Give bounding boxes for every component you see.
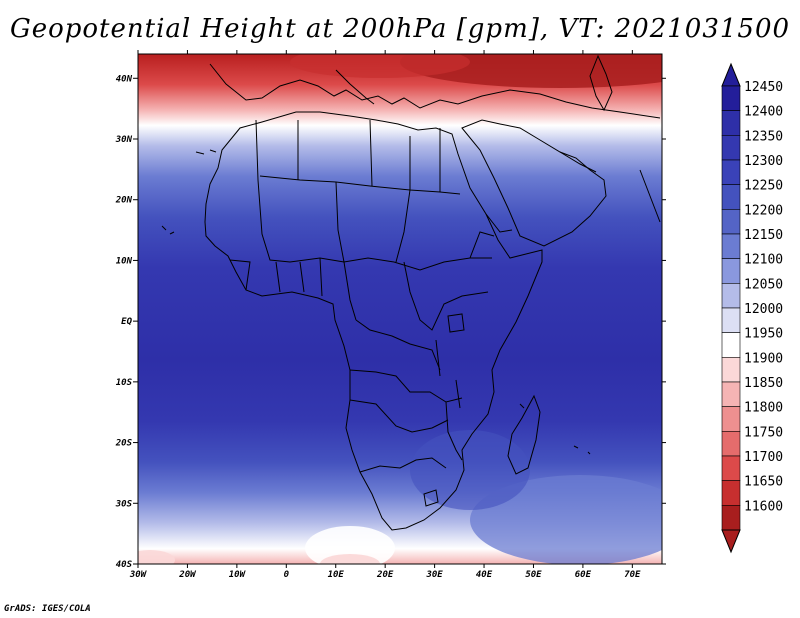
colorbar-label: 11950 [744,327,783,342]
border-line [355,319,441,371]
colorbar-swatch [721,283,741,309]
colorbar-swatch [721,209,741,235]
colorbar-label: 11850 [744,376,783,391]
border-line [229,257,323,297]
chart-title: Geopotential Height at 200hPa [gpm], VT:… [9,14,791,44]
comoros [519,403,525,409]
colorbar-swatch [721,135,741,161]
arabia-coastline [461,119,607,247]
lon-label: 20E [376,570,394,580]
colorbar-swatch [721,307,741,333]
colorbar-label: 11650 [744,475,783,490]
colorbar: 12450 12400 12350 12300 12250 12200 12150 12100… [721,62,783,554]
colorbar-label: 12050 [744,277,783,292]
lon-label: 10E [328,570,345,580]
lat-label: 20S [115,439,133,449]
colorbar-label: 12250 [744,179,783,194]
border-line [403,261,489,331]
lon-label: 50E [525,570,542,580]
colorbar-label: 11750 [744,425,783,440]
latitude-axis: 40N 30N 20N 10N EQ 10S 20S 30S 40S [115,74,666,570]
colorbar-swatch [721,455,741,481]
colorbar-label: 12350 [744,129,783,144]
lat-label: 30N [115,135,133,145]
coastlines [161,54,661,531]
india-coast [639,169,661,223]
mascarene [573,445,591,455]
height-field [138,54,662,564]
border-line [395,136,411,263]
lat-label: 40N [116,74,133,84]
colorbar-label: 12400 [744,105,783,120]
lat-label: 20N [115,196,133,206]
lon-label: 30E [425,570,443,580]
caspian-coast [589,54,613,112]
colorbar-label: 12100 [744,253,783,268]
europe-coastline [209,63,661,119]
lat-label: 30S [115,499,133,509]
colorbar-label: 11900 [744,351,783,366]
colorbar-label: 11700 [744,450,783,465]
cape-verde [161,225,175,235]
lon-label: 60E [575,570,592,580]
lat-label: 40S [116,560,133,570]
colorbar-top-arrow [721,62,741,87]
colorbar-label: 12200 [744,203,783,218]
lat-label: 10S [116,378,133,388]
border-line [349,399,449,433]
colorbar-swatch [721,505,741,531]
lon-label: 0 [284,570,290,580]
colorbar-swatch [721,357,741,383]
lon-label: 30W [129,570,148,580]
lesotho-border [423,489,439,507]
colorbar-swatch [721,110,741,136]
border-line [297,119,441,192]
lat-label: 10N [116,256,133,266]
lake-victoria [447,313,465,333]
colorbar-label: 11800 [744,401,783,416]
lon-label: 10W [229,570,247,580]
colorbar-bottom-arrow [721,529,741,554]
border-line [445,401,463,461]
colorbar-label: 12000 [744,302,783,317]
map-frame [137,53,663,565]
lake-tanganyika [435,339,441,377]
colorbar-label: 12150 [744,228,783,243]
colorbar-swatch [721,184,741,210]
canary-islands [195,149,217,155]
colorbar-swatch [721,431,741,457]
lon-label: 20W [178,570,197,580]
border-line [335,181,357,321]
colorbar-swatch [721,480,741,506]
border-line [469,213,513,259]
colorbar-label: 11600 [744,499,783,514]
colorbar-label: 12300 [744,154,783,169]
colorbar-swatch [721,233,741,259]
colorbar-swatch [721,406,741,432]
colorbar-label: 12450 [744,80,783,95]
footer-credit: GrADS: IGES/COLA [4,604,91,614]
colorbar-swatch [721,332,741,358]
italy-coastline [335,69,375,105]
colorbar-swatch [721,381,741,407]
lat-label: EQ [121,317,132,327]
border-line [359,457,447,473]
lon-label: 70E [624,570,641,580]
lake-malawi [455,379,461,409]
madagascar-coastline [507,394,541,475]
colorbar-swatch [721,258,741,284]
africa-coastline [204,111,543,531]
persian-gulf [559,151,597,173]
longitude-axis: 30W 20W 10W 0 10E 20E 30E 40E 50E 60E 70E [129,50,641,580]
lon-label: 40E [476,570,493,580]
colorbar-swatch [721,85,741,111]
colorbar-swatch [721,159,741,185]
